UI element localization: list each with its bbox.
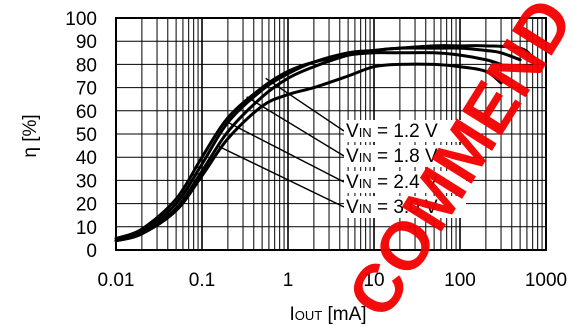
- curve-label-rest: = 2.4 V: [372, 172, 438, 193]
- curves: [114, 44, 535, 243]
- curve-label-background: [344, 196, 466, 218]
- series-line-3: [114, 44, 535, 243]
- curve-label-rest: = 3.0 V: [372, 197, 438, 218]
- y-tick-label: 50: [76, 125, 97, 146]
- curve-label-main: V: [346, 197, 359, 218]
- x-axis-label-unit: [mA]: [322, 304, 366, 325]
- curve-label-sub: IN: [359, 125, 372, 140]
- curve-label-background: [344, 171, 466, 193]
- y-tick-label: 10: [76, 218, 97, 239]
- curve-label-rest: = 1.2 V: [372, 121, 438, 142]
- curve-label-rest: = 1.8 V: [372, 146, 438, 167]
- x-tick-label: 1: [283, 270, 294, 291]
- x-axis-label: IOUT [mA]: [289, 304, 366, 325]
- x-tick-label: 0.01: [98, 270, 135, 291]
- curve-label-sub: IN: [359, 176, 372, 191]
- y-tick-label: 70: [76, 79, 97, 100]
- curve-label-sub: IN: [359, 201, 372, 216]
- x-tick-label: 0.1: [189, 270, 215, 291]
- leader-line-4: [216, 144, 345, 208]
- y-tick-label: 80: [76, 55, 97, 76]
- curve-label-2: VIN = 1.8 V: [346, 146, 438, 167]
- curve-label-main: V: [346, 121, 359, 142]
- curve-label-background: [344, 120, 466, 142]
- x-tick-label: 10: [363, 270, 384, 291]
- series-line-2: [114, 46, 522, 243]
- y-tick-label: 0: [86, 241, 97, 262]
- y-axis-label: η [%]: [20, 114, 41, 157]
- leader-line-2: [246, 96, 345, 157]
- curve-label-background: [344, 145, 466, 167]
- leader-line-3: [227, 121, 345, 183]
- x-axis-label-sub: OUT: [295, 308, 323, 323]
- leader-line-1: [265, 77, 345, 132]
- x-tick-label: 100: [444, 270, 476, 291]
- y-tick-label: 20: [76, 195, 97, 216]
- y-tick-label: 40: [76, 148, 97, 169]
- x-tick-label: 1000: [525, 270, 567, 291]
- curve-label-1: VIN = 1.2 V: [346, 121, 438, 142]
- x-axis-label-main: I: [289, 304, 294, 325]
- y-tick-label: 90: [76, 32, 97, 53]
- plot-frame: [115, 17, 547, 251]
- y-tick-label: 60: [76, 102, 97, 123]
- label-leaders: [216, 77, 345, 208]
- series-line-4: [114, 62, 503, 243]
- curve-label-main: V: [346, 146, 359, 167]
- curve-label-4: VIN = 3.0 V: [346, 197, 438, 218]
- y-tick-label: 30: [76, 171, 97, 192]
- y-tick-label: 100: [65, 9, 97, 30]
- curve-label-sub: IN: [359, 150, 372, 165]
- x-tick-labels: 0.01 0.1 1 10 100 1000: [98, 270, 568, 291]
- curve-label-main: V: [346, 172, 359, 193]
- curve-label-3: VIN = 2.4 V: [346, 172, 438, 193]
